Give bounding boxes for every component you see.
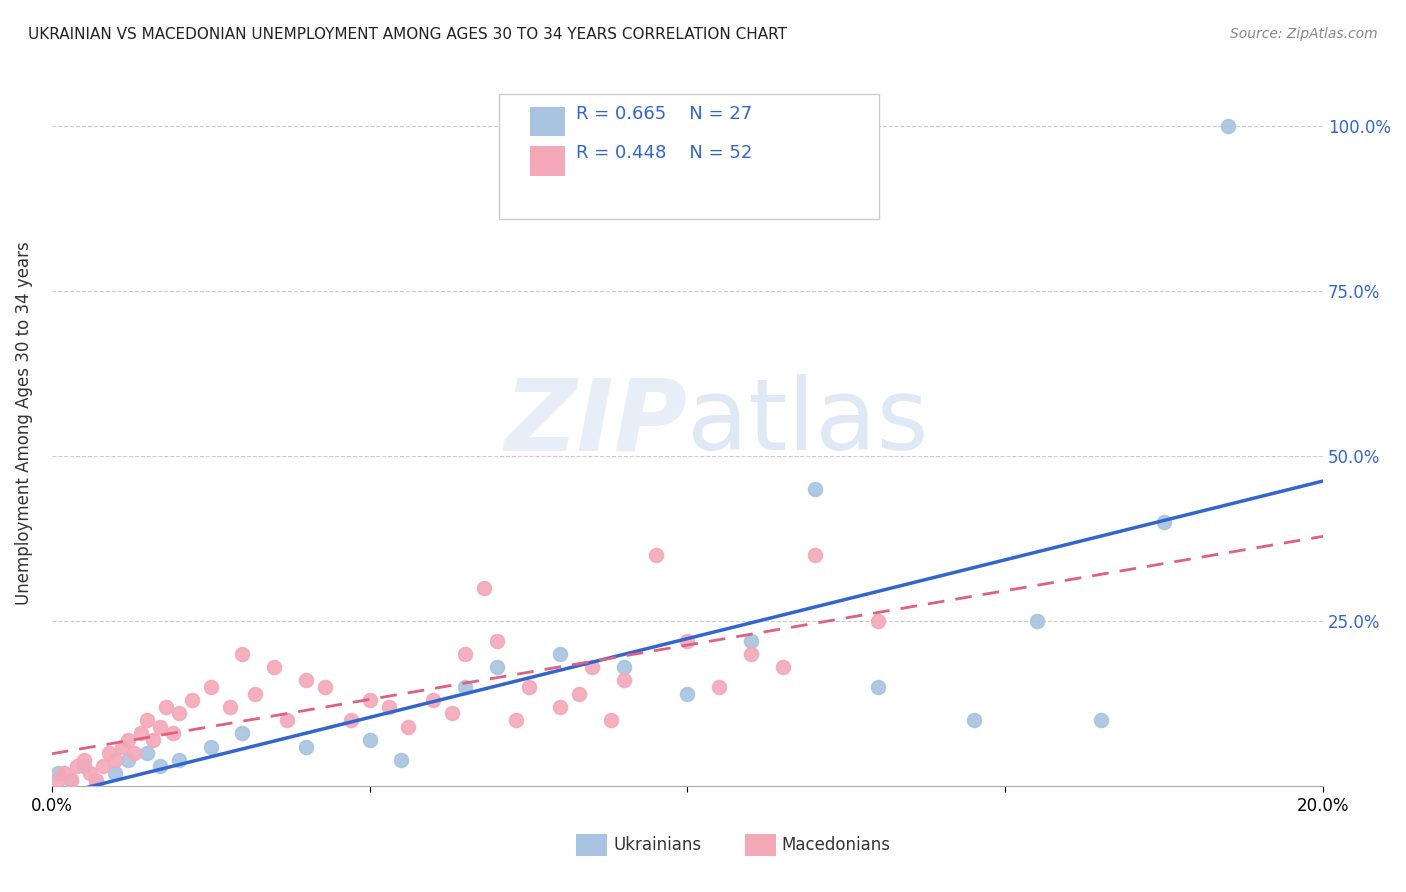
Point [200, 680, 222, 694]
Text: Source: ZipAtlas.com: Source: ZipAtlas.com [1230, 27, 1378, 41]
Point [517, 680, 540, 694]
Point [472, 581, 495, 595]
Point [46, 772, 69, 787]
Point [167, 706, 190, 721]
Point [772, 660, 794, 674]
Point [454, 647, 477, 661]
Point [676, 687, 699, 701]
Point [124, 746, 146, 760]
Point [454, 680, 477, 694]
Text: R = 0.665    N = 27: R = 0.665 N = 27 [576, 104, 752, 122]
Point [91, 759, 114, 773]
Point [136, 713, 159, 727]
Text: Ukrainians: Ukrainians [613, 836, 702, 854]
Point [1026, 614, 1049, 628]
Point [295, 739, 318, 754]
Point [72, 753, 94, 767]
Point [568, 687, 591, 701]
Text: Macedonians: Macedonians [782, 836, 891, 854]
Point [505, 713, 527, 727]
Point [396, 720, 419, 734]
Point [117, 753, 139, 767]
Point [231, 726, 253, 740]
Point [803, 482, 825, 496]
Text: UKRAINIAN VS MACEDONIAN UNEMPLOYMENT AMONG AGES 30 TO 34 YEARS CORRELATION CHART: UKRAINIAN VS MACEDONIAN UNEMPLOYMENT AMO… [28, 27, 787, 42]
Point [46, 766, 69, 780]
Point [79, 766, 101, 780]
Point [868, 614, 890, 628]
Point [243, 687, 266, 701]
Point [84, 776, 107, 790]
Point [155, 699, 177, 714]
Point [339, 713, 361, 727]
Point [59, 772, 82, 787]
Point [111, 739, 134, 754]
Text: R = 0.448    N = 52: R = 0.448 N = 52 [576, 144, 752, 161]
Point [104, 766, 127, 780]
Point [485, 660, 508, 674]
Point [53, 766, 76, 780]
Point [962, 713, 984, 727]
Point [600, 713, 623, 727]
Point [200, 739, 222, 754]
Y-axis label: Unemployment Among Ages 30 to 34 years: Unemployment Among Ages 30 to 34 years [15, 241, 32, 605]
Point [550, 699, 572, 714]
Point [218, 699, 240, 714]
Point [84, 772, 107, 787]
Text: atlas: atlas [688, 375, 929, 471]
Point [389, 753, 412, 767]
Point [117, 732, 139, 747]
Point [276, 713, 298, 727]
Point [66, 759, 89, 773]
Point [136, 746, 159, 760]
Point [868, 680, 890, 694]
Point [709, 680, 731, 694]
Point [613, 673, 636, 688]
Point [1153, 515, 1175, 529]
Point [162, 726, 184, 740]
Point [59, 772, 82, 787]
Point [550, 647, 572, 661]
Point [142, 732, 165, 747]
Point [104, 753, 127, 767]
Text: ZIP: ZIP [505, 375, 688, 471]
Point [97, 746, 120, 760]
Point [129, 726, 152, 740]
Point [149, 759, 172, 773]
Point [441, 706, 464, 721]
Point [740, 633, 762, 648]
Point [485, 633, 508, 648]
Point [295, 673, 318, 688]
Point [359, 732, 381, 747]
Point [1090, 713, 1112, 727]
Point [740, 647, 762, 661]
Point [359, 693, 381, 707]
Point [314, 680, 336, 694]
Point [803, 548, 825, 562]
Point [644, 548, 666, 562]
Point [1216, 119, 1239, 133]
Point [149, 720, 172, 734]
Point [231, 647, 253, 661]
Point [180, 693, 202, 707]
Point [263, 660, 285, 674]
Point [613, 660, 636, 674]
Point [377, 699, 399, 714]
Point [422, 693, 444, 707]
Point [676, 633, 699, 648]
Point [72, 759, 94, 773]
Point [581, 660, 603, 674]
Point [167, 753, 190, 767]
